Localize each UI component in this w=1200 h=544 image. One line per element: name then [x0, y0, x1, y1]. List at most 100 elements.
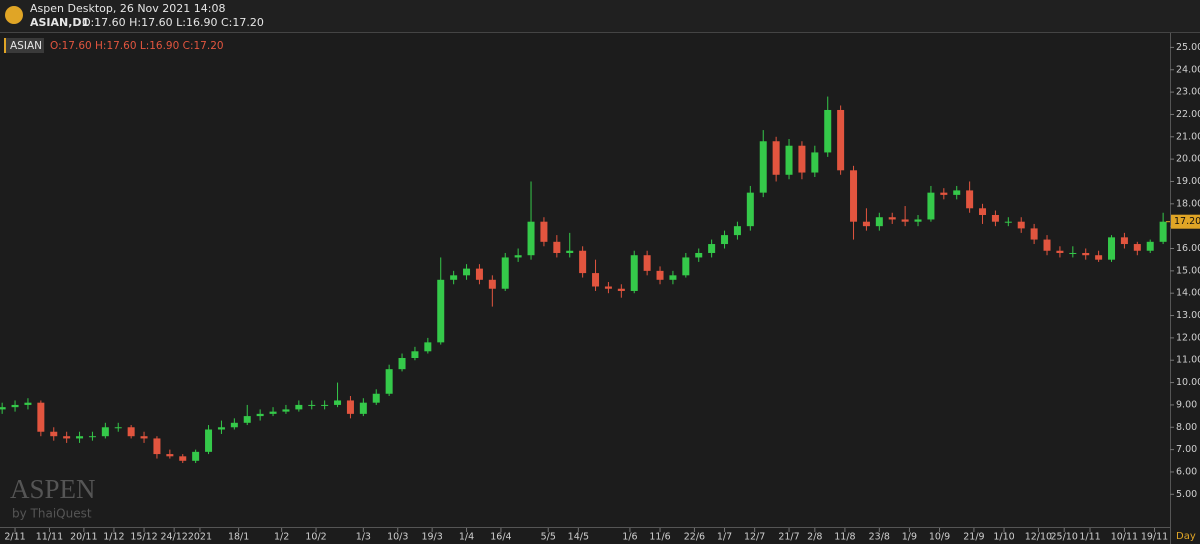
candle-body — [604, 286, 612, 289]
legend-tag-marker — [4, 38, 6, 53]
x-tick-label: 2/8 — [807, 532, 822, 543]
y-tick-label: 18.00 — [1176, 198, 1200, 209]
candle-body — [630, 255, 638, 291]
x-tick-label: 21/9 — [963, 532, 984, 543]
watermark-sub: by ThaiQuest — [12, 507, 92, 521]
candle-body — [205, 429, 213, 452]
candle-body — [359, 402, 367, 414]
y-tick-label: 19.00 — [1176, 176, 1200, 187]
candle-body — [888, 217, 896, 220]
y-tick-label: 22.00 — [1176, 109, 1200, 120]
candle-body — [282, 409, 290, 412]
x-tick-label: 1/3 — [356, 532, 371, 543]
candle-body — [308, 404, 316, 406]
candle-body — [837, 109, 845, 171]
candle-body — [0, 407, 6, 410]
y-tick-label: 10.00 — [1176, 377, 1200, 388]
candle-body — [385, 369, 393, 394]
candle-body — [424, 342, 432, 352]
candle-body — [1133, 244, 1141, 251]
x-tick-label: 1/2 — [274, 532, 289, 543]
candle-body — [101, 427, 109, 437]
x-tick-label: 24/12 — [160, 532, 187, 543]
x-tick-label: 23/8 — [869, 532, 890, 543]
candle-body — [1159, 221, 1167, 242]
x-tick-label: 12/10 — [1025, 532, 1052, 543]
candle-body — [179, 456, 187, 461]
x-tick-label: 19/3 — [421, 532, 442, 543]
candle-body — [501, 257, 509, 289]
x-tick-label: 10/11 — [1111, 532, 1138, 543]
x-tick-label: 1/6 — [622, 532, 637, 543]
candle-body — [733, 226, 741, 236]
candle-body — [1004, 221, 1012, 223]
window-title: Aspen Desktop, 26 Nov 2021 14:08 — [30, 2, 225, 15]
last-price-box — [1171, 214, 1200, 229]
candle-body — [11, 404, 19, 408]
candle-body — [862, 221, 870, 227]
candle-body — [475, 268, 483, 280]
candle-body — [437, 279, 445, 343]
y-tick-label: 16.00 — [1176, 243, 1200, 254]
period-label: Day — [1176, 531, 1196, 542]
x-tick-label: 5/5 — [541, 532, 556, 543]
candle-body — [76, 436, 84, 439]
y-tick-label: 13.00 — [1176, 310, 1200, 321]
candle-body — [824, 109, 832, 153]
candle-body — [785, 145, 793, 175]
candle-body — [217, 427, 225, 430]
x-tick-label: 19/11 — [1141, 532, 1168, 543]
candle-body — [991, 214, 999, 222]
legend-symbol: ASIAN — [10, 40, 42, 52]
watermark: ASPEN — [10, 474, 96, 504]
candle-body — [1120, 237, 1128, 245]
candle-body — [656, 270, 664, 280]
y-tick-label: 12.00 — [1176, 332, 1200, 343]
last-price-label: 17.20 — [1174, 216, 1200, 227]
x-tick-label: 1/4 — [459, 532, 474, 543]
candle-body — [24, 402, 32, 405]
candle-body — [579, 250, 587, 274]
header-bar — [0, 0, 1200, 32]
symbol: ASIAN,D1 — [30, 16, 89, 29]
y-tick-label: 14.00 — [1176, 288, 1200, 299]
candle-body — [592, 273, 600, 287]
x-tick-label: 10/9 — [929, 532, 950, 543]
x-tick-label: 10/3 — [387, 532, 408, 543]
x-tick-label: 14/5 — [568, 532, 589, 543]
candle-body — [37, 402, 45, 432]
app-icon — [5, 6, 23, 24]
candle-body — [140, 436, 148, 439]
candle-body — [643, 255, 651, 271]
x-tick-label: 12/7 — [744, 532, 765, 543]
y-tick-label: 25.00 — [1176, 42, 1200, 53]
y-tick-label: 7.00 — [1176, 444, 1197, 455]
candle-body — [927, 192, 935, 220]
x-tick-label: 20/11 — [70, 532, 97, 543]
legend-ohlc: O:17.60 H:17.60 L:16.90 C:17.20 — [50, 40, 224, 52]
candle-body — [979, 208, 987, 215]
candle-body — [398, 358, 406, 370]
x-tick-label: 11/11 — [36, 532, 63, 543]
y-tick-label: 23.00 — [1176, 87, 1200, 98]
candle-body — [372, 393, 380, 403]
candle-body — [953, 190, 961, 195]
candle-body — [192, 451, 200, 461]
candle-body — [166, 454, 174, 457]
candle-body — [243, 416, 251, 423]
y-tick-label: 5.00 — [1176, 489, 1197, 500]
candle-body — [695, 252, 703, 258]
candle-body — [759, 141, 767, 193]
candle-body — [850, 170, 858, 222]
x-tick-label: 1/11 — [1079, 532, 1100, 543]
x-tick-label: 18/1 — [228, 532, 249, 543]
candle-body — [966, 190, 974, 209]
y-tick-label: 11.00 — [1176, 355, 1200, 366]
candle-body — [114, 427, 122, 429]
candle-body — [566, 250, 574, 253]
x-tick-label: 21/7 — [778, 532, 799, 543]
candle-body — [811, 152, 819, 173]
candle-body — [527, 221, 535, 256]
